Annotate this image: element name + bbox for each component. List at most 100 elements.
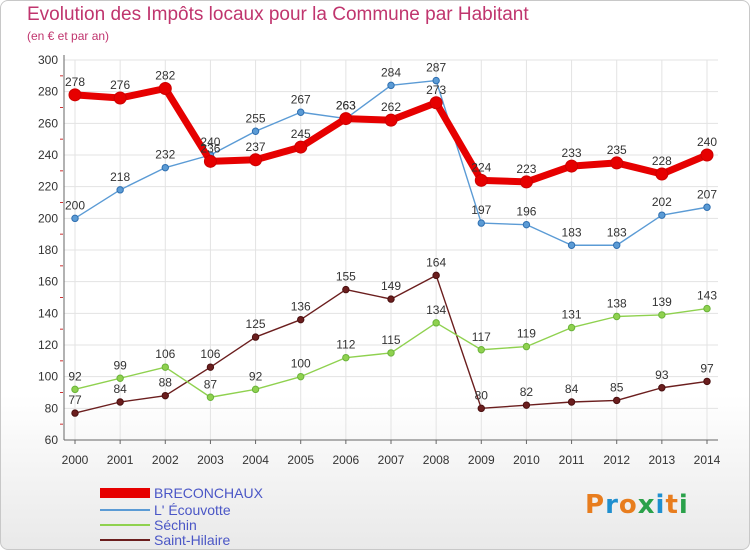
data-label: 233 (562, 146, 582, 160)
data-point (613, 241, 621, 249)
data-label: 136 (291, 300, 311, 314)
data-label: 139 (652, 295, 672, 309)
data-point (567, 241, 576, 249)
data-label: 131 (562, 308, 582, 322)
data-label: 267 (291, 92, 311, 106)
legend-swatch (100, 488, 150, 498)
y-tick-label: 140 (38, 306, 58, 320)
data-label: 235 (607, 143, 627, 157)
data-point (567, 398, 576, 406)
data-point (342, 285, 350, 294)
data-label: 207 (697, 187, 717, 201)
legend-label: BRECONCHAUX (154, 485, 263, 501)
data-label: 287 (426, 61, 446, 75)
data-point (161, 363, 169, 371)
data-label: 278 (65, 75, 85, 89)
legend-swatch (100, 509, 150, 511)
data-label: 218 (110, 170, 130, 184)
data-label: 224 (471, 160, 491, 174)
data-point (522, 220, 531, 229)
y-tick-label: 80 (45, 401, 59, 415)
data-point (116, 398, 124, 406)
data-label: 92 (68, 369, 82, 383)
data-label: 237 (246, 140, 266, 154)
data-label: 87 (204, 377, 218, 391)
y-tick-label: 240 (38, 148, 58, 162)
x-tick-label: 2008 (423, 453, 450, 467)
y-tick-label: 100 (38, 370, 58, 384)
x-tick-label: 2001 (107, 453, 134, 467)
data-point (71, 409, 79, 417)
data-label: 115 (381, 333, 400, 347)
y-tick-label: 180 (38, 243, 58, 257)
data-point (432, 76, 440, 85)
legend-item: Séchin (100, 517, 197, 533)
data-label: 82 (520, 385, 534, 399)
data-point (432, 319, 440, 327)
data-point (203, 154, 217, 168)
chart-title: Evolution des Impôts locaux pour la Comm… (27, 4, 529, 25)
data-label: 232 (155, 148, 175, 162)
data-label: 117 (472, 330, 491, 344)
axes: 60 80 100 120 140 160 180 200 220 240 260 280 300 200… (38, 53, 721, 467)
logo-letter: t (665, 490, 679, 520)
data-label: 245 (291, 127, 311, 141)
data-label: 164 (426, 255, 446, 269)
data-point (161, 163, 169, 172)
data-point (700, 148, 714, 162)
data-point (477, 219, 485, 227)
data-label: 197 (471, 203, 491, 217)
data-label: 134 (426, 303, 446, 317)
logo-letter: o (618, 490, 638, 520)
data-point (474, 173, 488, 187)
data-point (477, 404, 485, 413)
data-point (339, 112, 353, 126)
data-point (522, 401, 531, 409)
data-point (251, 127, 260, 135)
data-label: 100 (291, 357, 311, 371)
x-tick-label: 2009 (468, 453, 495, 467)
data-label: 273 (426, 83, 446, 97)
x-tick-label: 2014 (694, 453, 721, 467)
data-label: 85 (610, 380, 624, 394)
proxiti-logo: Proxiti (585, 490, 689, 520)
data-point (613, 312, 621, 321)
legend-swatch (100, 524, 150, 526)
y-tick-label: 280 (38, 85, 58, 99)
logo-letter: i (678, 490, 689, 520)
data-label: 282 (155, 69, 175, 83)
x-tick-label: 2005 (287, 453, 314, 467)
data-labels: 278 276 282 236 237 245 263 262 273 224 223 233 235 2… (65, 61, 717, 408)
data-point (658, 311, 666, 319)
data-label: 149 (381, 279, 401, 293)
x-tick-label: 2003 (197, 453, 224, 467)
logo-letter: i (655, 490, 666, 520)
data-label: 223 (516, 162, 536, 176)
data-point (610, 156, 624, 170)
data-label: 284 (381, 65, 401, 79)
data-label: 84 (565, 382, 579, 396)
data-label: 93 (655, 368, 669, 382)
data-point (432, 271, 440, 280)
data-label: 99 (113, 358, 127, 372)
x-tick-label: 2010 (513, 453, 540, 467)
data-point (116, 186, 124, 194)
data-point (477, 346, 485, 354)
data-label: 202 (652, 195, 672, 209)
logo-letter: x (637, 490, 656, 520)
data-point (565, 159, 579, 173)
data-label: 183 (607, 225, 627, 239)
data-label: 138 (607, 297, 627, 311)
data-point (206, 393, 215, 401)
x-tick-label: 2007 (378, 453, 405, 467)
data-point (387, 295, 395, 303)
data-point (387, 81, 395, 90)
data-point (206, 363, 215, 371)
data-label: 80 (475, 388, 489, 402)
data-label: 125 (246, 317, 266, 331)
data-point (68, 88, 82, 102)
data-point (158, 82, 172, 95)
data-point (71, 385, 79, 394)
x-tick-label: 2006 (333, 453, 360, 467)
legend-item: L' Écouvotte (100, 502, 231, 518)
